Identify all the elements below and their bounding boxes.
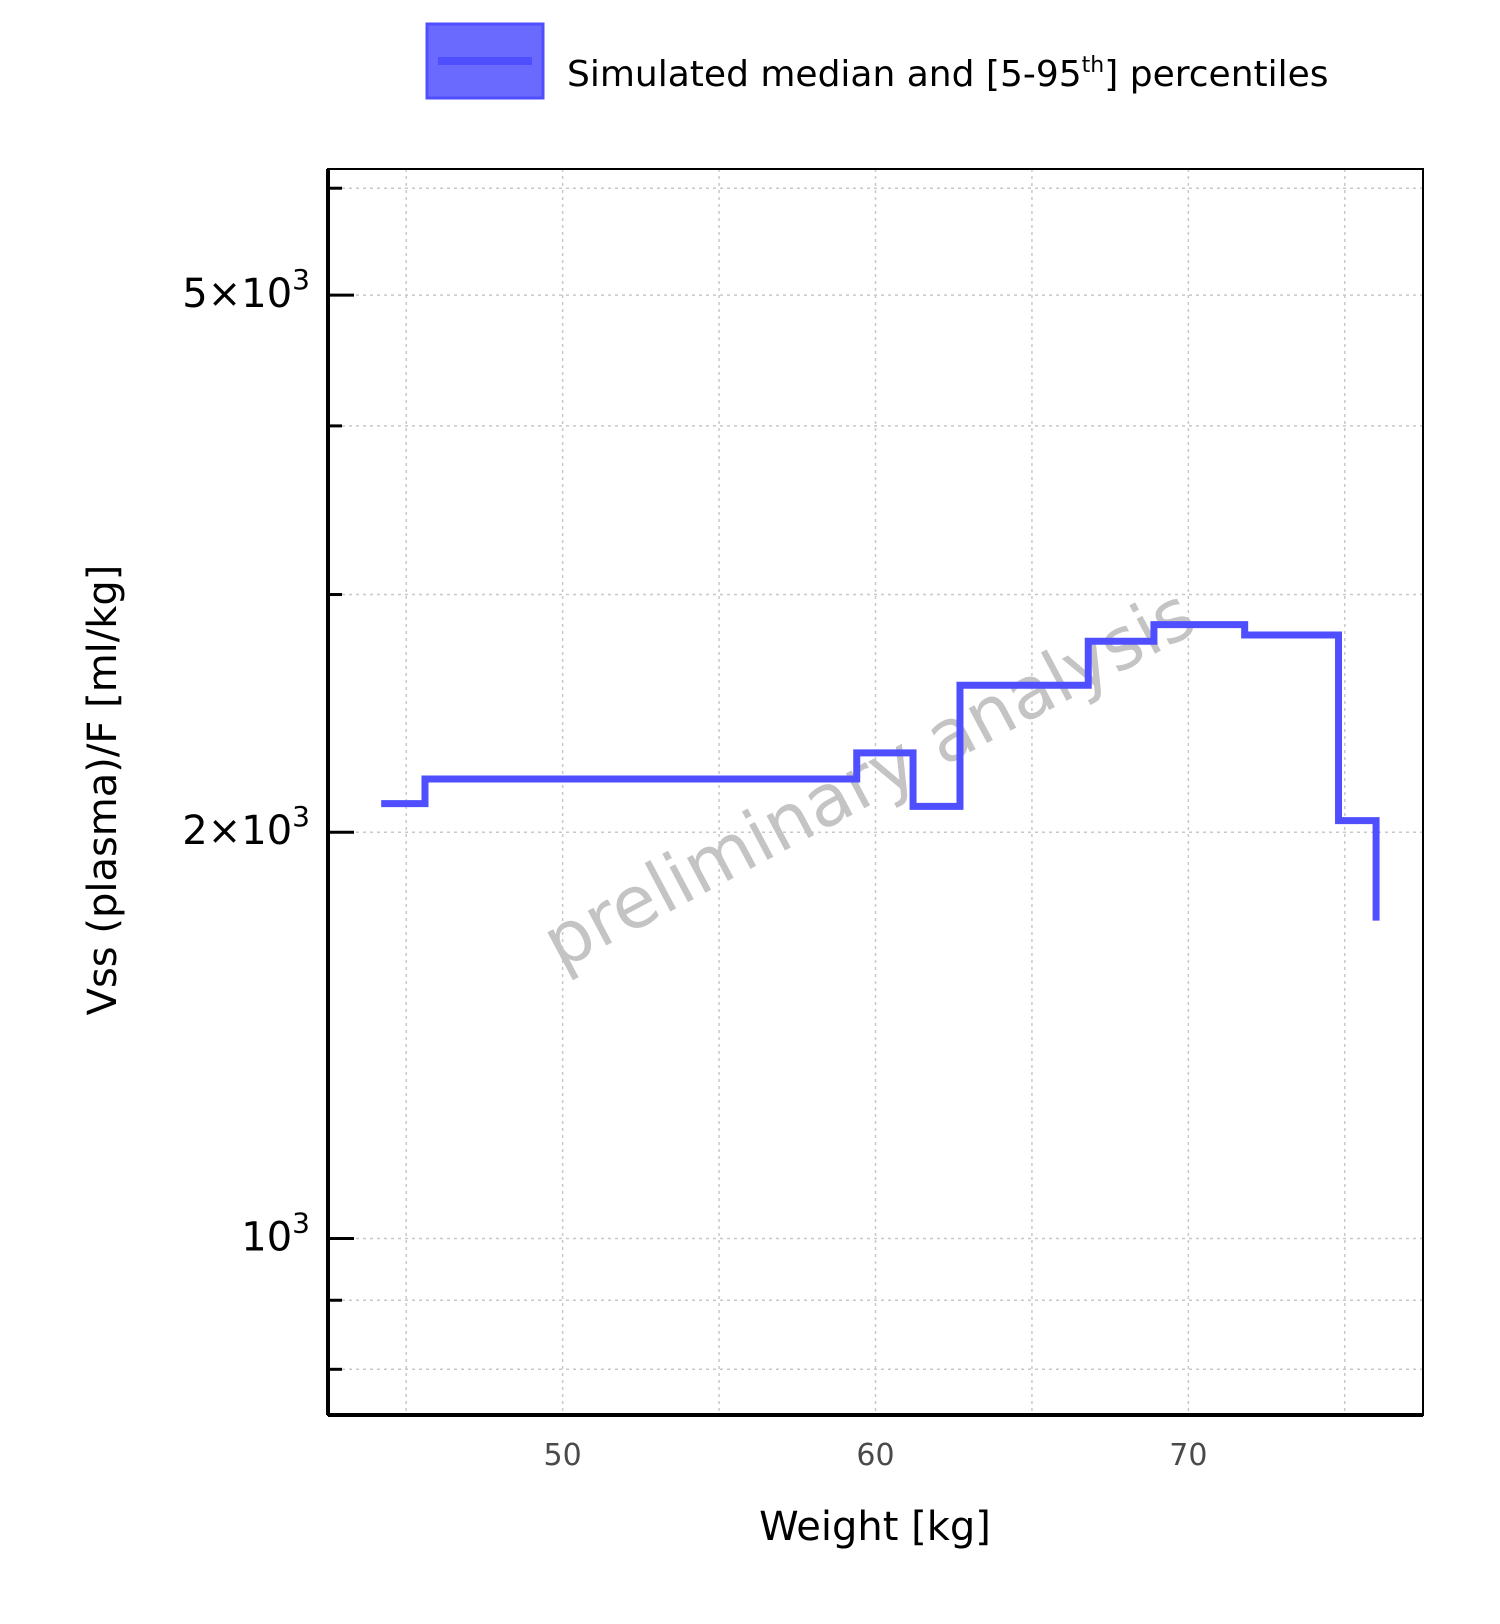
x-axis-ticks: 50 60 70 (544, 1438, 1208, 1473)
legend-label-suffix: ] percentiles (1104, 54, 1328, 95)
legend-label: Simulated median and [5-95th] percentile… (567, 53, 1329, 95)
legend-label-sup: th (1082, 53, 1105, 78)
legend: Simulated median and [5-95th] percentile… (425, 22, 1329, 100)
x-tick-label: 60 (856, 1438, 894, 1473)
x-tick-label: 50 (544, 1438, 582, 1473)
y-axis-ticks: 103 2×103 5×103 (182, 186, 354, 1371)
y-tick-label: 103 (241, 1207, 310, 1261)
y-axis-label: Vss (plasma)/F [ml/kg] (80, 565, 126, 1016)
x-axis-label: Weight [kg] (759, 1504, 991, 1550)
x-tick-label: 70 (1169, 1438, 1207, 1473)
y-tick-label: 5×103 (182, 263, 310, 317)
gridlines (328, 169, 1423, 1415)
legend-label-prefix: Simulated median and [5-95 (567, 54, 1082, 95)
series-median-line (381, 621, 1380, 921)
y-tick-label: 2×103 (182, 800, 310, 854)
series-group (381, 621, 1380, 921)
